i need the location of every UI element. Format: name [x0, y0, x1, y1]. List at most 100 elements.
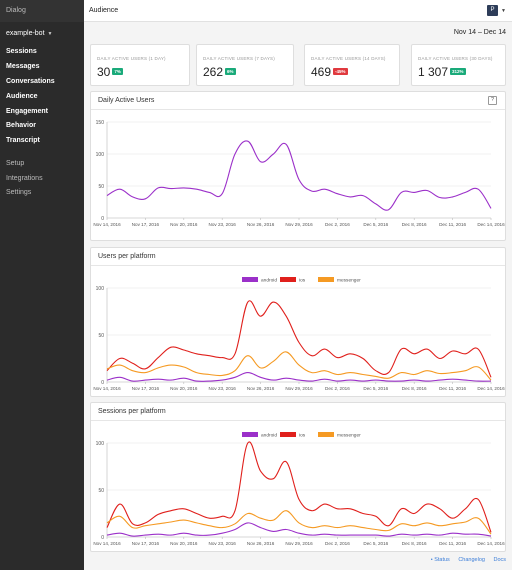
y-tick-label: 150	[96, 120, 105, 126]
x-tick-label: Nov 23, 2016	[209, 386, 237, 391]
legend-label: android	[261, 433, 277, 439]
app-brand[interactable]: Dialog	[0, 0, 84, 22]
series-line	[106, 351, 492, 381]
users-per-platform-chart: 0 50 100 Nov 14, 2016 Nov 17, 2016 Nov 20, 20…	[93, 277, 505, 391]
x-tick-label: Dec 8, 2016	[402, 222, 427, 227]
chevron-down-icon[interactable]: ▼	[501, 8, 506, 14]
x-tick-label: Nov 29, 2016	[285, 541, 313, 546]
sidebar-item-messages[interactable]: Messages	[6, 63, 40, 71]
x-tick-label: Nov 17, 2016	[132, 541, 160, 546]
legend-swatch	[318, 432, 334, 437]
x-tick-label: Dec 14, 2016	[477, 222, 505, 227]
x-tick-label: Dec 11, 2016	[439, 541, 466, 546]
x-tick-label: Dec 14, 2016	[477, 386, 505, 391]
sidebar-item-settings[interactable]: Settings	[6, 189, 32, 197]
sidebar-item-conversations[interactable]: Conversations	[6, 77, 55, 85]
status-link[interactable]: • Status	[430, 557, 450, 563]
legend-label: ios	[299, 278, 306, 284]
legend-label: android	[261, 278, 277, 284]
series-line	[106, 522, 492, 537]
stat-label: DAILY ACTIVE USERS (1 DAY)	[97, 56, 166, 61]
docs-link[interactable]: Docs	[493, 557, 506, 563]
stat-value: 30 7%	[97, 65, 123, 79]
legend-swatch	[242, 277, 258, 282]
x-tick-label: Nov 14, 2016	[93, 386, 121, 391]
sidebar-item-behavior[interactable]: Behavior	[6, 122, 36, 130]
y-tick-label: 100	[96, 152, 105, 158]
panel-title: Users per platform	[98, 253, 156, 260]
series-line	[106, 140, 492, 211]
x-tick-label: Dec 8, 2016	[402, 386, 427, 391]
x-tick-label: Nov 14, 2016	[93, 541, 121, 546]
changelog-link[interactable]: Changelog	[458, 557, 485, 563]
sidebar-item-setup[interactable]: Setup	[6, 159, 25, 167]
stat-label: DAILY ACTIVE USERS (14 DAYS)	[311, 56, 386, 61]
stat-number: 30	[97, 65, 111, 79]
x-tick-label: Dec 5, 2016	[363, 541, 388, 546]
panel-header: Users per platform	[91, 248, 505, 266]
legend-swatch	[318, 277, 334, 282]
stat-value: 262 6%	[203, 65, 236, 79]
legend-swatch	[242, 432, 258, 437]
help-button[interactable]: ?	[488, 96, 497, 105]
stat-value: 469 -45%	[311, 65, 348, 79]
status-badge: 7%	[112, 68, 123, 75]
date-range-picker[interactable]: Nov 14 – Dec 14	[453, 29, 506, 36]
dau-panel: Daily Active Users ? 0 50 100 150 Nov 14, 20…	[90, 91, 506, 241]
series-line	[106, 441, 492, 533]
x-tick-label: Nov 23, 2016	[209, 541, 237, 546]
stat-label: DAILY ACTIVE USERS (7 DAYS)	[203, 56, 275, 61]
y-tick-label: 0	[101, 380, 104, 386]
x-tick-label: Nov 20, 2016	[170, 386, 198, 391]
stat-number: 1 307	[418, 65, 449, 79]
x-tick-label: Nov 17, 2016	[132, 386, 160, 391]
y-tick-label: 0	[101, 535, 104, 541]
sidebar-item-audience[interactable]: Audience	[6, 92, 38, 100]
legend-swatch	[280, 277, 296, 282]
panel-title: Daily Active Users	[98, 97, 155, 104]
x-tick-label: Nov 26, 2016	[247, 222, 275, 227]
users-per-platform-panel: Users per platform 0 50 100 Nov 14, 2016 Nov…	[90, 247, 506, 397]
legend-swatch	[280, 432, 296, 437]
x-tick-label: Nov 29, 2016	[285, 222, 313, 227]
y-tick-label: 100	[96, 286, 105, 292]
stat-card-30d: DAILY ACTIVE USERS (30 DAYS) 1 307 312%	[411, 44, 506, 86]
stat-card-7d: DAILY ACTIVE USERS (7 DAYS) 262 6%	[196, 44, 294, 86]
y-tick-label: 50	[98, 333, 104, 339]
avatar[interactable]: P	[487, 5, 498, 16]
chevron-down-icon: ▼	[47, 30, 53, 37]
sidebar-item-sessions[interactable]: Sessions	[6, 48, 37, 56]
series-line	[106, 300, 492, 378]
stat-number: 262	[203, 65, 224, 79]
stat-card-14d: DAILY ACTIVE USERS (14 DAYS) 469 -45%	[304, 44, 400, 86]
bot-name: example-bot	[6, 30, 45, 37]
stat-number: 469	[311, 65, 332, 79]
x-tick-label: Dec 5, 2016	[363, 222, 388, 227]
series-line	[106, 372, 492, 382]
x-tick-label: Nov 17, 2016	[132, 222, 160, 227]
x-tick-label: Nov 14, 2016	[93, 222, 121, 227]
bot-selector[interactable]: example-bot ▼	[0, 22, 84, 45]
x-tick-label: Dec 2, 2016	[325, 222, 350, 227]
x-tick-label: Dec 11, 2016	[439, 222, 466, 227]
footer: • Status Changelog Docs	[424, 557, 506, 563]
x-tick-label: Nov 26, 2016	[247, 386, 275, 391]
sidebar: Dialog example-bot ▼ Sessions Messages C…	[0, 0, 84, 570]
x-tick-label: Dec 2, 2016	[325, 541, 350, 546]
x-tick-label: Nov 20, 2016	[170, 222, 198, 227]
status-badge: 312%	[450, 68, 466, 75]
page-title: Audience	[89, 7, 119, 14]
sidebar-item-engagement[interactable]: Engagement	[6, 107, 49, 115]
x-tick-label: Dec 2, 2016	[325, 386, 350, 391]
legend-label: messenger	[337, 278, 361, 284]
dau-chart: 0 50 100 150 Nov 14, 2016 Nov 17, 2016 Nov 20,…	[93, 120, 505, 227]
x-tick-label: Dec 5, 2016	[363, 386, 388, 391]
y-tick-label: 50	[98, 184, 104, 190]
panel-title: Sessions per platform	[98, 408, 166, 415]
x-tick-label: Nov 20, 2016	[170, 541, 198, 546]
x-tick-label: Dec 11, 2016	[439, 386, 466, 391]
x-tick-label: Nov 26, 2016	[247, 541, 275, 546]
sidebar-item-integrations[interactable]: Integrations	[6, 174, 43, 182]
sidebar-item-transcript[interactable]: Transcript	[6, 137, 40, 145]
panel-header: Sessions per platform	[91, 403, 505, 421]
